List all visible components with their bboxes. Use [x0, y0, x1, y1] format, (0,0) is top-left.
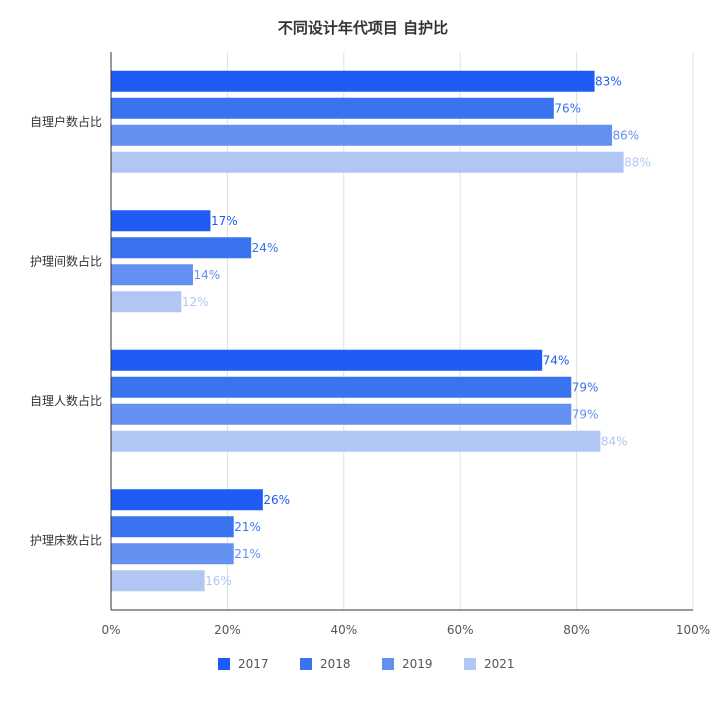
- data-label: 16%: [205, 574, 232, 588]
- chart-title: 不同设计年代项目 自护比: [278, 19, 448, 37]
- bar-2021[interactable]: [111, 291, 182, 313]
- legend[interactable]: 2017 2018 2019 2021: [218, 657, 515, 671]
- x-tick-label: 0%: [101, 623, 120, 637]
- bar-2017[interactable]: [111, 489, 263, 511]
- data-label: 86%: [613, 128, 640, 142]
- bar-2018[interactable]: [111, 376, 572, 398]
- data-label: 83%: [595, 74, 622, 88]
- legend-item-2017[interactable]: 2017: [218, 657, 269, 671]
- bars: [111, 70, 624, 592]
- data-label: 79%: [572, 380, 599, 394]
- bar-2021[interactable]: [111, 151, 624, 173]
- data-label: 88%: [624, 155, 651, 169]
- legend-label: 2017: [238, 657, 269, 671]
- x-tick-label: 80%: [563, 623, 590, 637]
- legend-item-2018[interactable]: 2018: [300, 657, 351, 671]
- bar-2021[interactable]: [111, 570, 205, 592]
- data-labels: 83%76%86%88%17%24%14%12%74%79%79%84%26%2…: [182, 74, 651, 588]
- x-tick-label: 20%: [214, 623, 241, 637]
- bar-2017[interactable]: [111, 70, 595, 92]
- legend-label: 2021: [484, 657, 515, 671]
- category-label: 自理户数占比: [30, 114, 102, 129]
- legend-item-2019[interactable]: 2019: [382, 657, 433, 671]
- data-label: 84%: [601, 434, 628, 448]
- bar-2017[interactable]: [111, 210, 211, 232]
- legend-item-2021[interactable]: 2021: [464, 657, 515, 671]
- bar-2018[interactable]: [111, 97, 554, 119]
- data-label: 79%: [572, 407, 599, 421]
- data-label: 24%: [252, 241, 279, 255]
- data-label: 21%: [234, 520, 261, 534]
- bar-2019[interactable]: [111, 543, 234, 565]
- data-label: 12%: [182, 295, 209, 309]
- x-tick-label: 60%: [447, 623, 474, 637]
- data-label: 76%: [554, 101, 581, 115]
- x-tick-label: 100%: [676, 623, 710, 637]
- bar-2019[interactable]: [111, 124, 613, 146]
- category-label: 护理床数占比: [30, 532, 102, 547]
- legend-label: 2019: [402, 657, 433, 671]
- legend-swatch: [218, 658, 230, 670]
- bar-2018[interactable]: [111, 237, 252, 259]
- data-label: 17%: [211, 214, 238, 228]
- legend-swatch: [300, 658, 312, 670]
- x-tick-label: 40%: [330, 623, 357, 637]
- bar-2018[interactable]: [111, 516, 234, 538]
- data-label: 26%: [263, 493, 290, 507]
- category-label: 护理间数占比: [30, 253, 102, 268]
- axes: 0% 20% 40% 60% 80% 100% 自理户数占比护理间数占比自理人数占比护理床数…: [30, 52, 710, 637]
- bar-2019[interactable]: [111, 403, 572, 425]
- legend-label: 2018: [320, 657, 351, 671]
- data-label: 74%: [543, 353, 570, 367]
- data-label: 14%: [193, 268, 220, 282]
- legend-swatch: [464, 658, 476, 670]
- bar-2019[interactable]: [111, 264, 193, 286]
- legend-swatch: [382, 658, 394, 670]
- data-label: 21%: [234, 547, 261, 561]
- category-label: 自理人数占比: [30, 393, 102, 408]
- bar-2017[interactable]: [111, 349, 543, 371]
- bar-2021[interactable]: [111, 430, 601, 452]
